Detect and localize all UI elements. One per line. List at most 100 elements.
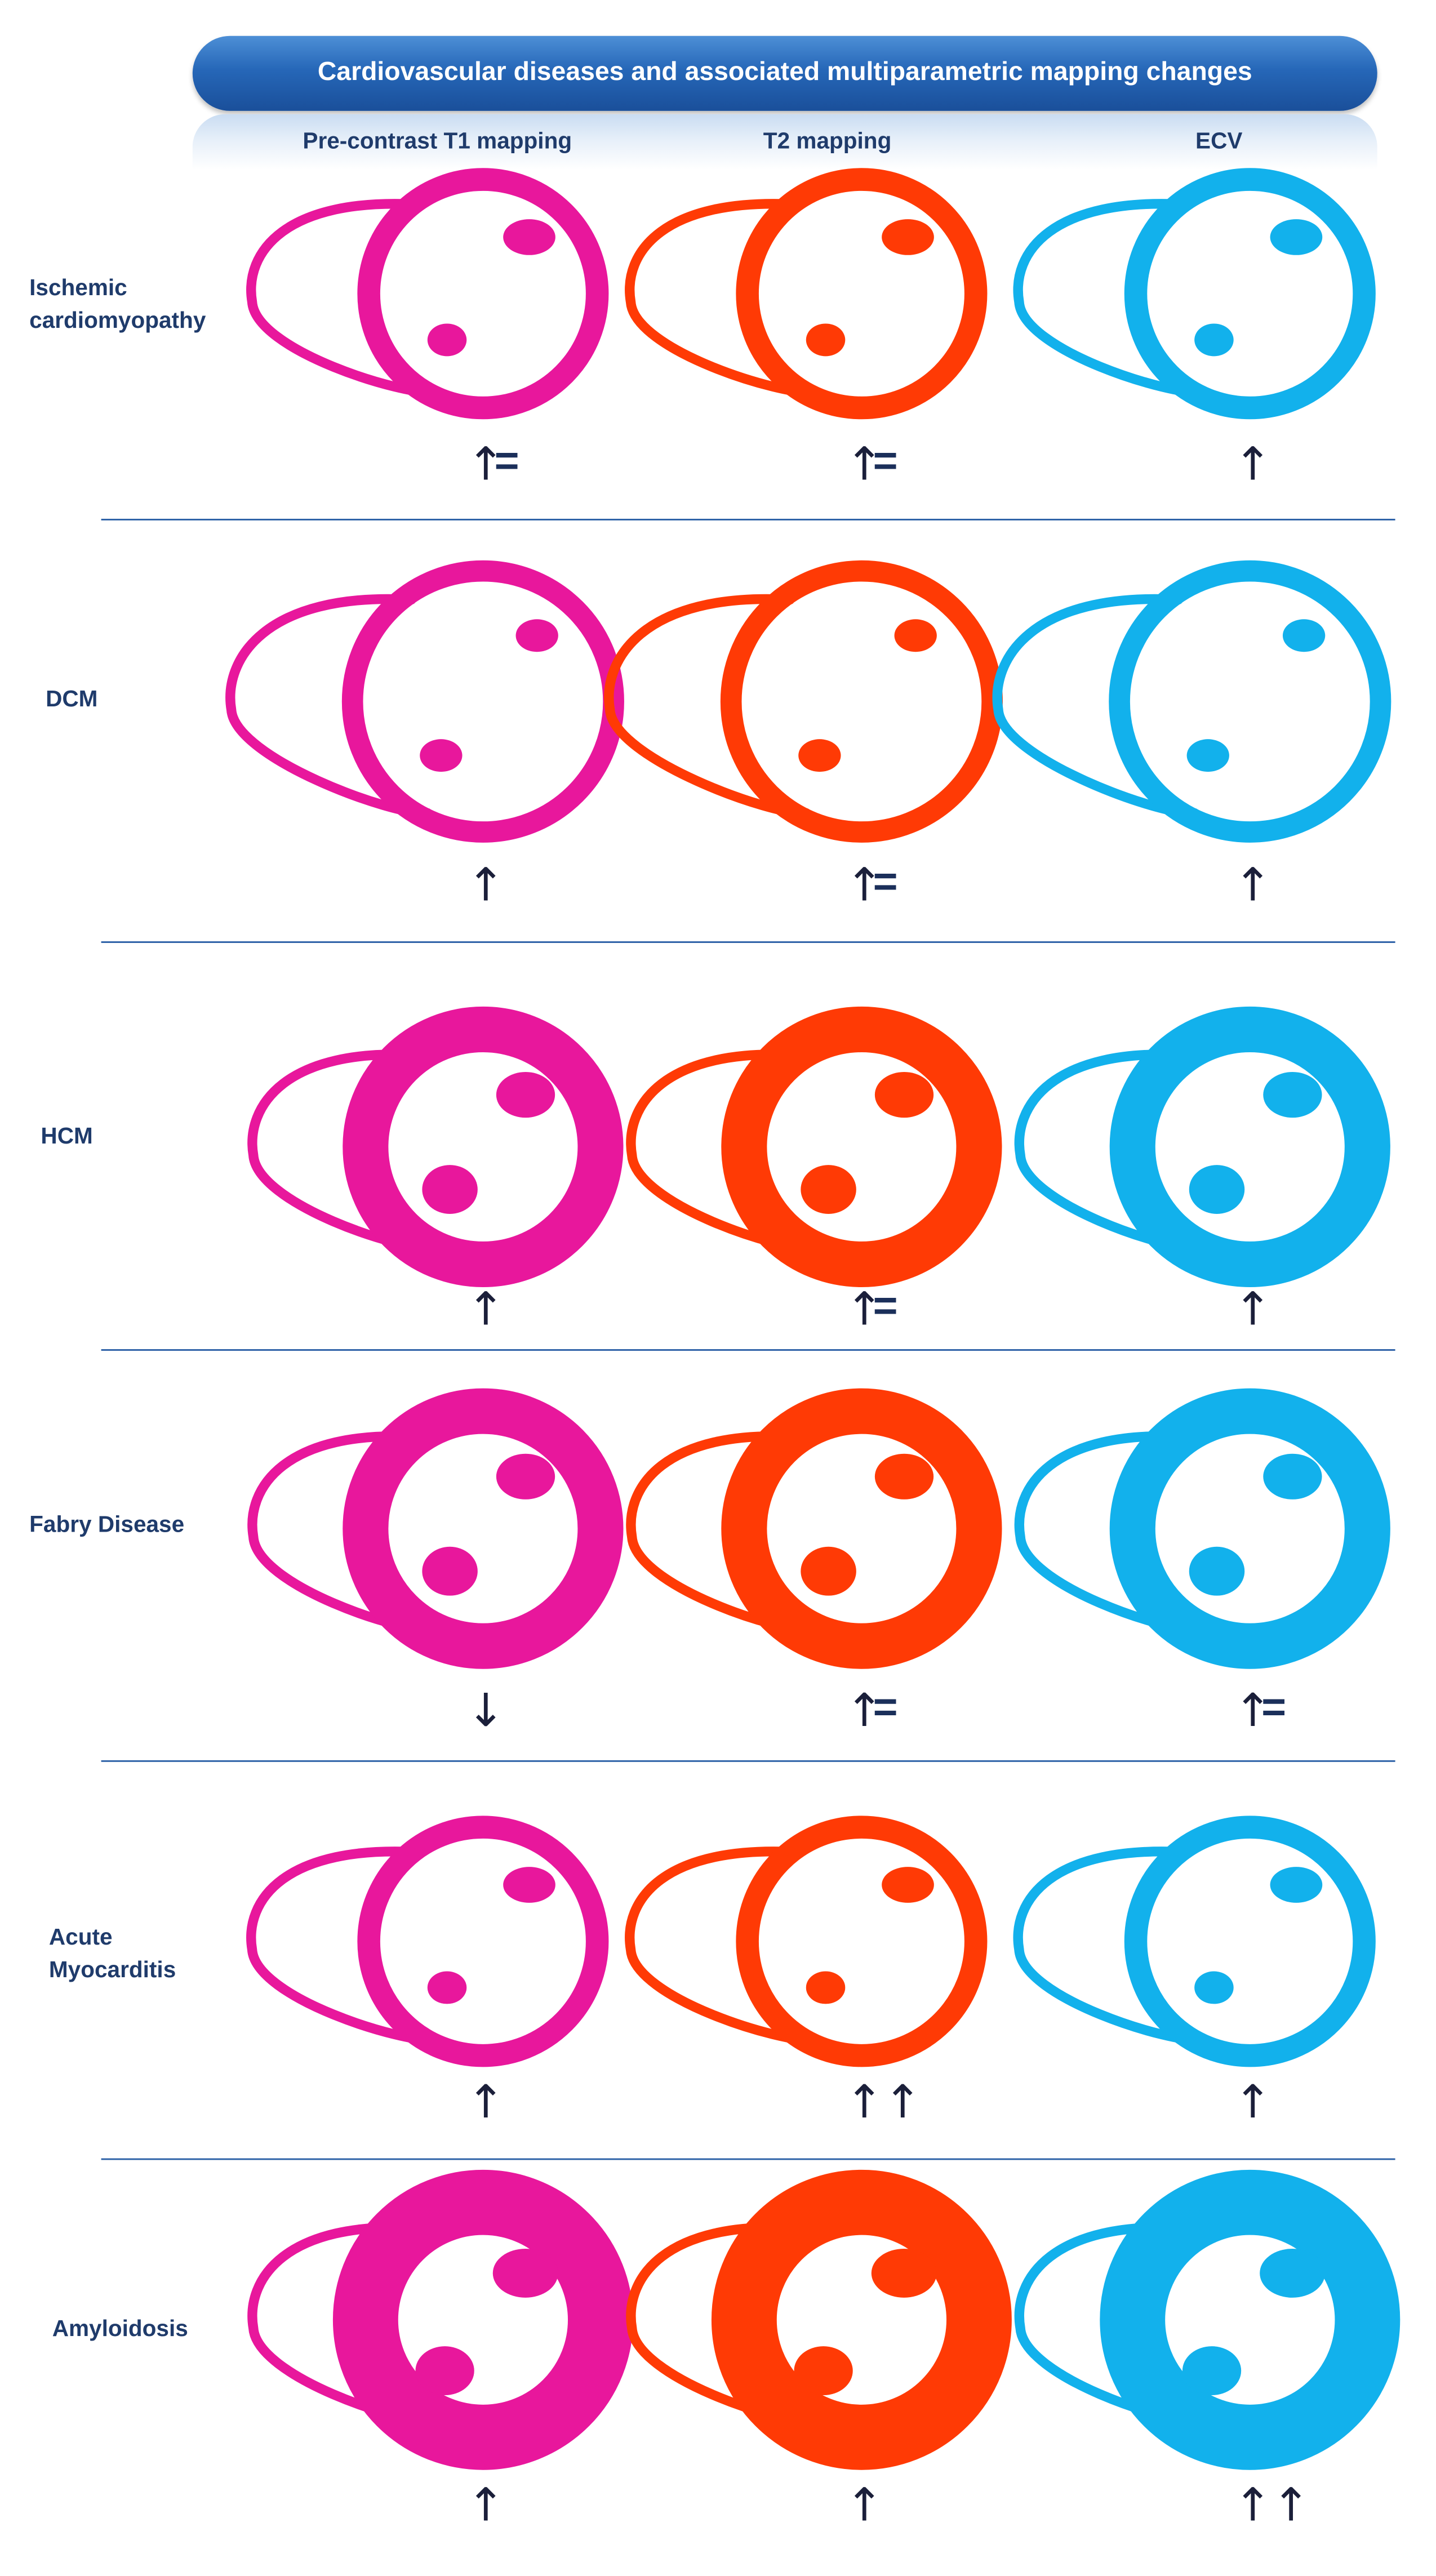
papillary-muscle [1260, 2248, 1326, 2298]
papillary-muscle [1189, 1165, 1245, 1214]
left-ventricle-wall [720, 560, 1003, 843]
row-label-ischemic: Ischemic cardiomyopathy [29, 271, 206, 336]
row-label-hcm: HCM [41, 1119, 92, 1152]
right-ventricle-outline [1013, 1847, 1208, 2045]
heart-t1 [247, 2169, 633, 2470]
left-ventricle-wall [1100, 2169, 1401, 2470]
right-ventricle-outline [992, 594, 1200, 818]
right-ventricle-outline [625, 199, 820, 398]
left-ventricle-wall [1109, 1388, 1390, 1669]
change-arrow-ecv: ↑ [1234, 438, 1272, 491]
change-arrow-t2: ↑ [845, 2479, 883, 2531]
row-label-line: Ischemic [29, 274, 127, 300]
papillary-muscle [801, 1546, 856, 1596]
heart-t1 [246, 168, 609, 420]
heart-t1 [246, 1816, 609, 2067]
left-ventricle-wall [357, 168, 609, 420]
papillary-muscle [1282, 619, 1326, 652]
papillary-muscle [503, 219, 555, 255]
heart-t2 [626, 1006, 1002, 1288]
change-arrow-t1: ↑ [466, 1283, 505, 1336]
papillary-muscle [1270, 1867, 1323, 1903]
heart-ecv [1014, 1006, 1390, 1288]
change-arrow-t1: ↑ [466, 2479, 505, 2531]
row-divider [101, 2158, 1395, 2160]
change-suffix-t2: = [873, 1282, 898, 1329]
right-ventricle-outline [1013, 199, 1208, 398]
papillary-muscle [1263, 1072, 1322, 1118]
papillary-muscle [1270, 219, 1323, 255]
papillary-muscle [492, 2248, 558, 2298]
row-label-line: Myocarditis [48, 1956, 176, 1982]
change-arrow-t2: ↑↑ [845, 2076, 922, 2129]
papillary-muscle [874, 1072, 934, 1118]
heart-t1 [225, 560, 624, 843]
right-ventricle-outline [225, 594, 433, 818]
papillary-muscle [420, 739, 463, 772]
left-ventricle-wall [1124, 168, 1376, 420]
change-arrow-ecv: ↑↑ [1234, 2479, 1310, 2531]
change-arrow-t2: ↑ [845, 1283, 883, 1336]
left-ventricle-wall [711, 2169, 1012, 2470]
change-arrow-ecv: ↑ [1234, 2076, 1272, 2129]
heart-t2 [626, 2169, 1012, 2470]
left-ventricle-wall [1109, 560, 1391, 843]
left-ventricle-wall [721, 1388, 1002, 1669]
papillary-muscle [1189, 1546, 1245, 1596]
column-header-band [192, 114, 1377, 170]
row-label-line: DCM [46, 685, 98, 711]
change-arrow-t1: ↑ [466, 859, 505, 912]
papillary-muscle [882, 219, 934, 255]
change-arrow-t1: ↓ [466, 1684, 505, 1737]
heart-t2 [625, 168, 988, 420]
column-header-t2: T2 mapping [763, 127, 892, 154]
heart-ecv [1013, 168, 1376, 420]
figure-title-bar: Cardiovascular diseases and associated m… [192, 35, 1377, 111]
papillary-muscle [794, 2346, 853, 2396]
change-arrow-t2: ↑ [845, 1684, 883, 1737]
row-label-myocarditis: Acute Myocarditis [49, 1920, 176, 1986]
figure-title: Cardiovascular diseases and associated m… [317, 59, 1252, 87]
papillary-muscle [882, 1867, 934, 1903]
left-ventricle-wall [343, 1006, 624, 1288]
papillary-muscle [496, 1072, 555, 1118]
papillary-muscle [503, 1867, 555, 1903]
row-divider [101, 518, 1395, 520]
row-divider [101, 1760, 1395, 1762]
papillary-muscle [874, 1453, 934, 1500]
row-divider [101, 1349, 1395, 1351]
papillary-muscle [806, 1971, 846, 2004]
papillary-muscle [427, 1971, 467, 2004]
change-arrow-t2: ↑ [845, 859, 883, 912]
column-header-ecv: ECV [1195, 127, 1243, 154]
row-label-line: cardiomyopathy [29, 306, 206, 333]
row-label-line: Fabry Disease [29, 1510, 185, 1537]
change-arrow-t2: ↑ [845, 438, 883, 491]
change-arrow-t1: ↑ [466, 2076, 505, 2129]
papillary-muscle [427, 323, 467, 357]
row-label-dcm: DCM [46, 682, 97, 715]
left-ventricle-wall [721, 1006, 1002, 1288]
heart-t1 [247, 1006, 624, 1288]
papillary-muscle [801, 1165, 856, 1214]
papillary-muscle [496, 1453, 555, 1500]
left-ventricle-wall [1109, 1006, 1390, 1288]
heart-ecv [1014, 2169, 1401, 2470]
right-ventricle-outline [246, 199, 442, 398]
left-ventricle-wall [1124, 1816, 1376, 2067]
change-arrow-t1: ↑ [466, 438, 505, 491]
row-label-line: Acute [48, 1923, 113, 1950]
papillary-muscle [1263, 1453, 1322, 1500]
right-ventricle-outline [604, 594, 811, 818]
row-divider [101, 941, 1395, 943]
change-suffix-t2: = [873, 1683, 898, 1730]
papillary-muscle [1186, 739, 1229, 772]
papillary-muscle [1194, 323, 1234, 357]
change-suffix-t2: = [873, 437, 898, 484]
right-ventricle-outline [625, 1847, 820, 2045]
papillary-muscle [515, 619, 558, 652]
row-label-line: HCM [41, 1122, 93, 1149]
left-ventricle-wall [341, 560, 624, 843]
